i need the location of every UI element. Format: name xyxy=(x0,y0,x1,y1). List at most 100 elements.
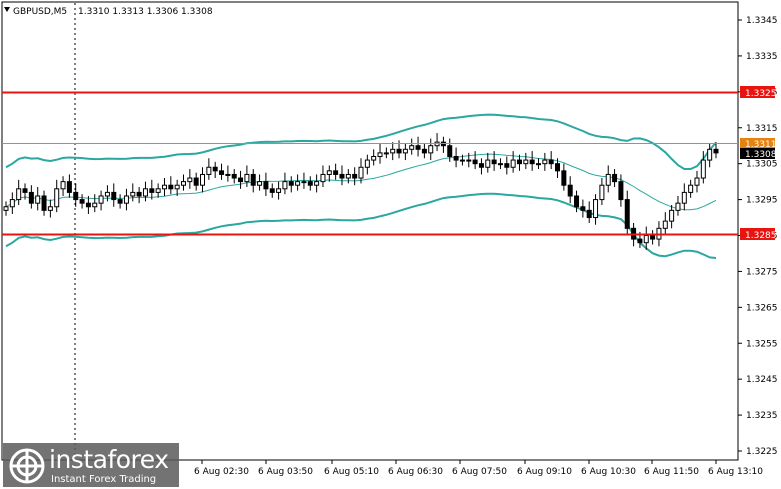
candle xyxy=(700,151,706,184)
candle xyxy=(662,212,668,234)
candle xyxy=(320,165,326,188)
candle xyxy=(28,185,34,209)
y-tick-label: 1.3345 xyxy=(746,16,778,26)
candle xyxy=(669,204,675,229)
candle xyxy=(79,194,85,209)
svg-text:1.3308: 1.3308 xyxy=(745,150,777,160)
candle xyxy=(174,179,180,196)
triangle-down-icon xyxy=(4,7,10,12)
candle xyxy=(263,172,269,196)
candle xyxy=(612,169,618,188)
candle xyxy=(707,143,713,168)
y-tick-label: 1.3235 xyxy=(746,411,778,421)
candle xyxy=(339,165,345,186)
candle xyxy=(60,176,66,196)
candle xyxy=(529,151,535,171)
candle xyxy=(257,174,263,191)
candle xyxy=(599,178,605,205)
svg-text:1.3325: 1.3325 xyxy=(745,89,777,99)
candle xyxy=(523,152,529,170)
candle xyxy=(98,190,104,211)
candle xyxy=(580,199,586,218)
y-tick-label: 1.3335 xyxy=(746,52,778,62)
candle xyxy=(605,165,611,193)
candle xyxy=(466,152,472,168)
candle xyxy=(161,178,167,196)
candle xyxy=(117,194,123,209)
candle xyxy=(485,152,491,173)
x-tick-label: 6 Aug 02:30 xyxy=(194,467,249,477)
candles-layer xyxy=(3,133,719,250)
candle xyxy=(478,158,484,175)
plot-frame xyxy=(1,1,739,461)
x-tick-label: 6 Aug 06:30 xyxy=(388,467,443,477)
candle xyxy=(231,169,237,184)
candle xyxy=(282,172,288,195)
candle xyxy=(85,195,91,214)
candle xyxy=(200,167,206,193)
candle xyxy=(104,185,110,202)
candle xyxy=(238,170,244,189)
candle xyxy=(276,181,282,200)
candle xyxy=(22,183,28,200)
candle xyxy=(16,179,22,205)
candle xyxy=(155,183,161,198)
candle xyxy=(574,190,580,213)
x-tick-label: 6 Aug 03:50 xyxy=(258,467,313,477)
candle xyxy=(713,142,719,159)
candle xyxy=(497,158,503,170)
time-axis[interactable]: 6 Aug 02:30 6 Aug 03:50 6 Aug 05:10 6 Aug 0… xyxy=(194,460,763,477)
y-tick-label: 1.3305 xyxy=(746,160,778,170)
candle xyxy=(593,194,599,225)
candle xyxy=(41,190,47,216)
support-price-tag: 1.3285 xyxy=(740,228,777,241)
upper-band-line xyxy=(5,113,717,170)
candle xyxy=(681,183,687,211)
bid-price-tag: 1.3308 xyxy=(740,148,777,160)
x-tick-label: 6 Aug 10:30 xyxy=(581,467,636,477)
last-price-tag: 1.3311 xyxy=(740,138,777,150)
candle xyxy=(377,143,383,164)
candle xyxy=(35,187,41,211)
candle xyxy=(358,158,364,184)
svg-text:1.3311: 1.3311 xyxy=(745,140,777,150)
candle xyxy=(73,183,79,207)
candle xyxy=(193,172,199,191)
candle xyxy=(624,190,630,234)
y-tick-label: 1.3315 xyxy=(746,124,778,134)
instaforex-emblem-icon xyxy=(9,448,45,484)
candle xyxy=(364,154,370,175)
candle xyxy=(168,176,174,195)
candle xyxy=(675,195,681,216)
candle xyxy=(352,167,358,186)
candle xyxy=(66,174,72,198)
candle xyxy=(225,165,231,182)
candle xyxy=(212,161,218,179)
candle xyxy=(383,147,389,159)
candle xyxy=(504,156,510,175)
chart-header-ohlc: 1.3310 1.3313 1.3306 1.3308 xyxy=(78,7,213,17)
candle xyxy=(142,181,148,202)
resistance-price-tag: 1.3325 xyxy=(740,86,777,99)
candle xyxy=(421,143,427,159)
candle xyxy=(510,151,516,173)
candle xyxy=(269,183,275,198)
chart-header-symbol: GBPUSD,M5 xyxy=(13,7,67,17)
y-tick-label: 1.3255 xyxy=(746,339,778,349)
candle xyxy=(314,174,320,193)
candle xyxy=(561,163,567,191)
instaforex-logo: instaforex Instant Forex Trading xyxy=(3,443,179,487)
candle xyxy=(618,174,624,207)
candle xyxy=(3,201,9,216)
candle xyxy=(47,199,53,218)
candle xyxy=(548,151,554,170)
x-tick-label: 6 Aug 13:10 xyxy=(708,467,763,477)
candle xyxy=(428,138,434,161)
y-tick-label: 1.3265 xyxy=(746,303,778,313)
logo-subtitle: Instant Forex Trading xyxy=(51,474,157,485)
candle xyxy=(390,142,396,161)
candle xyxy=(181,174,186,191)
candle xyxy=(130,183,136,202)
candle xyxy=(567,176,573,204)
